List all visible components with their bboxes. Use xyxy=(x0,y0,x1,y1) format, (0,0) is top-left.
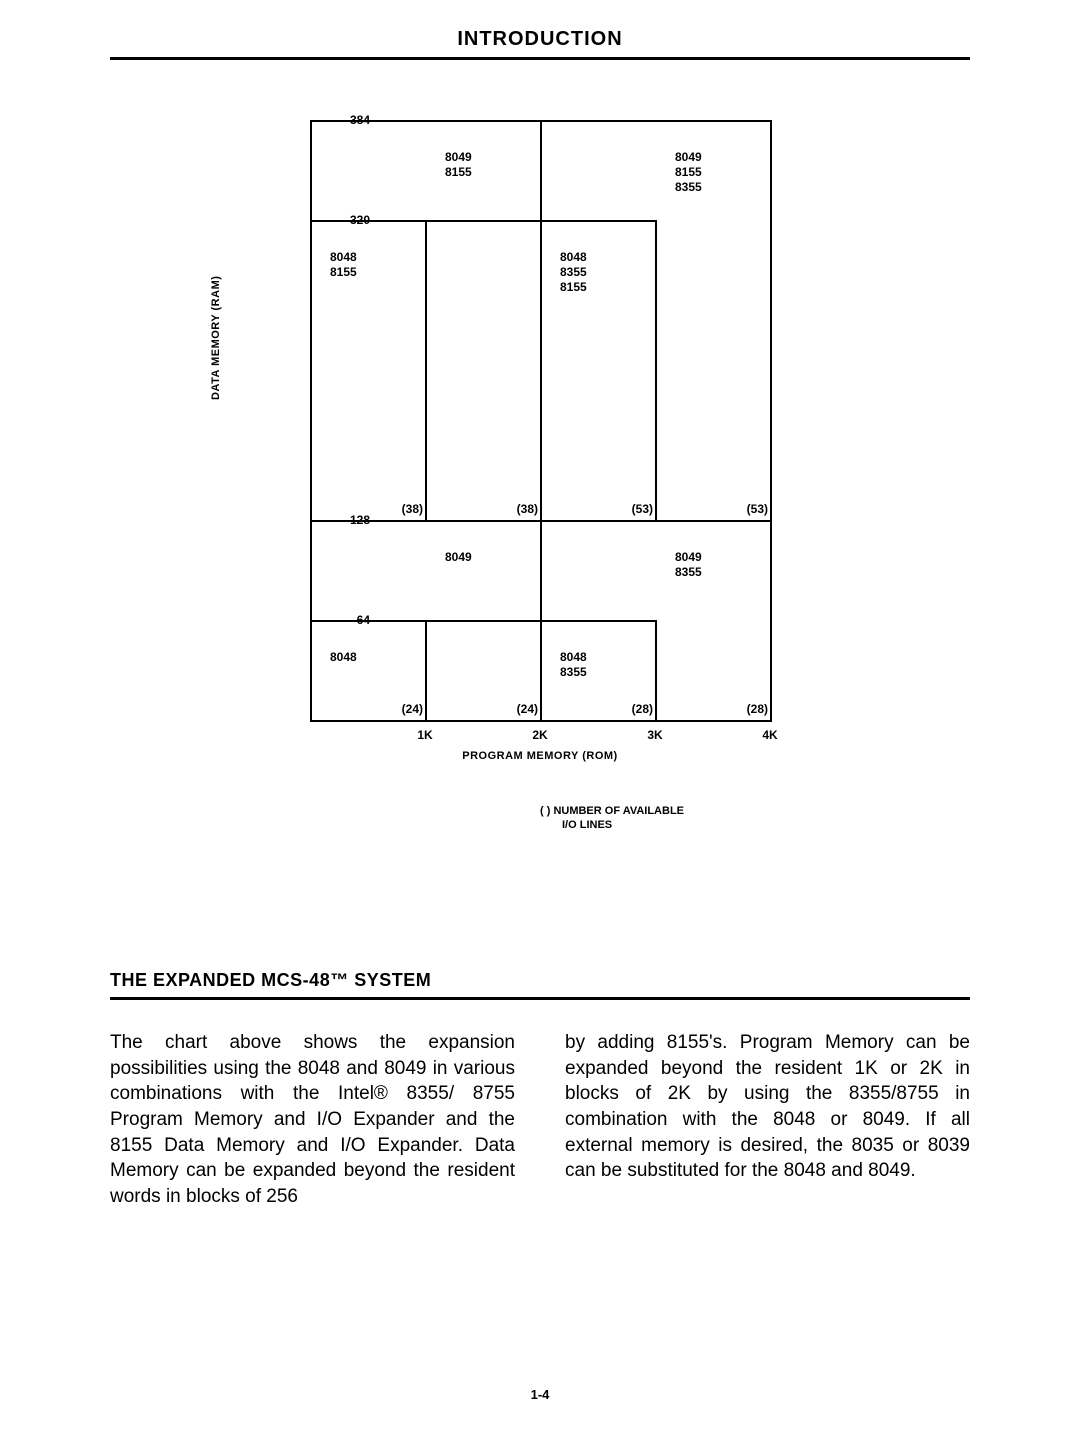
io-count: (28) xyxy=(613,702,653,716)
chip-label: 8049 8355 xyxy=(675,550,702,580)
plot-area: 8048 8049 8048 8355 8049 8355 8048 8155 … xyxy=(310,120,772,722)
bar-top xyxy=(312,120,772,520)
body-column-1: The chart above shows the expansion poss… xyxy=(110,1030,515,1209)
x-tick-label: 1K xyxy=(410,728,440,742)
y-axis-title: DATA MEMORY (RAM) xyxy=(210,276,222,400)
chip-label: 8048 8155 xyxy=(330,250,357,280)
chip-label: 8049 xyxy=(445,550,472,565)
x-tick-label: 4K xyxy=(755,728,785,742)
legend-line-2: I/O LINES xyxy=(540,819,612,831)
io-count: (53) xyxy=(728,502,768,516)
io-count: (28) xyxy=(728,702,768,716)
io-count: (38) xyxy=(498,502,538,516)
io-count: (24) xyxy=(383,702,423,716)
section-heading: THE EXPANDED MCS-48™ SYSTEM xyxy=(110,970,970,991)
chip-label: 8049 8155 8355 xyxy=(675,150,702,195)
chip-label: 8048 xyxy=(330,650,357,665)
io-count: (24) xyxy=(498,702,538,716)
chart-legend: ( ) NUMBER OF AVAILABLE I/O LINES xyxy=(540,805,684,833)
section-rule xyxy=(110,997,970,1000)
io-count: (38) xyxy=(383,502,423,516)
page-number: 1-4 xyxy=(0,1387,1080,1402)
body-text: The chart above shows the expansion poss… xyxy=(110,1030,970,1209)
x-tick-label: 3K xyxy=(640,728,670,742)
chip-label: 8049 8155 xyxy=(445,150,472,180)
header-rule xyxy=(110,57,970,60)
io-count: (53) xyxy=(613,502,653,516)
x-tick-label: 2K xyxy=(525,728,555,742)
chip-label: 8048 8355 8155 xyxy=(560,250,587,295)
legend-line-1: ( ) NUMBER OF AVAILABLE xyxy=(540,805,684,817)
bar-bottom xyxy=(312,520,772,720)
expansion-chart: DATA MEMORY (RAM) 64 128 320 384 1K 2K 3… xyxy=(240,120,840,840)
page-title: INTRODUCTION xyxy=(110,28,970,51)
body-column-2: by adding 8155's. Program Memory can be … xyxy=(565,1030,970,1209)
x-axis-title: PROGRAM MEMORY (ROM) xyxy=(310,750,770,762)
page: INTRODUCTION DATA MEMORY (RAM) 64 128 32… xyxy=(0,0,1080,1440)
chip-label: 8048 8355 xyxy=(560,650,587,680)
